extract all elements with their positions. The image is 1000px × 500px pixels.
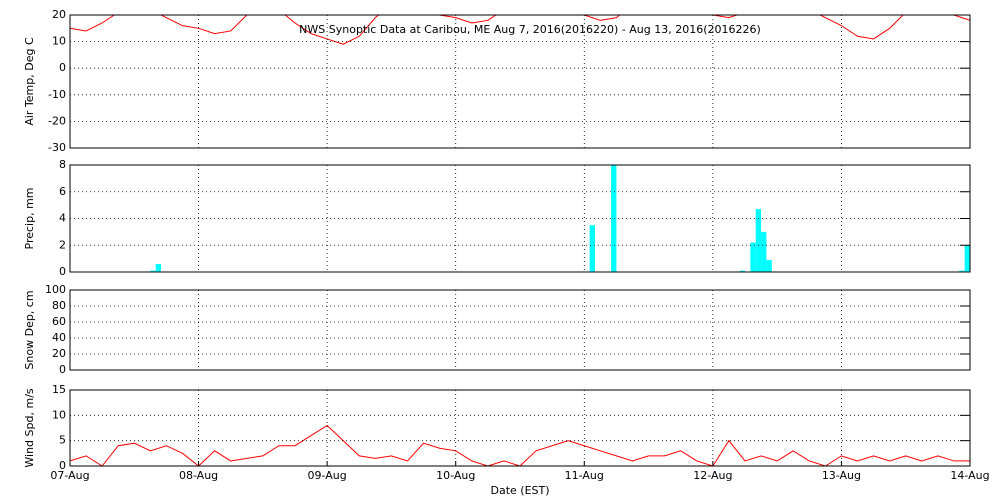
x-tick-label: 08-Aug xyxy=(179,469,218,482)
y-tick-label: 40 xyxy=(52,331,66,344)
y-tick-label: 10 xyxy=(52,408,66,421)
y-tick-label: 4 xyxy=(59,212,66,225)
y-tick-label: 10 xyxy=(52,35,66,48)
panel xyxy=(150,165,970,272)
x-tick-label: 09-Aug xyxy=(308,469,347,482)
y-tick-label: 5 xyxy=(59,434,66,447)
y-tick-label: 6 xyxy=(59,185,66,198)
x-tick-label: 14-Aug xyxy=(950,469,989,482)
chart-title: NWS Synoptic Data at Caribou, ME Aug 7, … xyxy=(299,23,761,36)
bar xyxy=(155,263,162,272)
x-tick-label: 11-Aug xyxy=(565,469,604,482)
plot-frame xyxy=(69,389,971,467)
y-tick-label: 0 xyxy=(59,459,66,472)
bar xyxy=(959,270,965,272)
y-tick-label: 60 xyxy=(52,315,66,328)
y-axis-label: Wind Spd, m/s xyxy=(23,388,36,468)
y-tick-label: 20 xyxy=(52,8,66,21)
bar xyxy=(611,165,617,272)
y-axis-label: Precip, mm xyxy=(23,188,36,250)
bar xyxy=(755,209,762,272)
line xyxy=(70,424,970,466)
bar xyxy=(761,231,767,272)
bar xyxy=(150,270,156,272)
plot-frame xyxy=(69,164,971,273)
y-tick-label: 2 xyxy=(59,238,66,251)
y-tick-label: 8 xyxy=(59,158,66,171)
y-tick-label: -10 xyxy=(48,88,66,101)
x-tick-label: 10-Aug xyxy=(436,469,475,482)
bar xyxy=(766,259,772,272)
y-tick-label: 20 xyxy=(52,347,66,360)
x-axis-label: Date (EST) xyxy=(490,484,549,497)
y-tick-label: -20 xyxy=(48,114,66,127)
x-tick-label: 12-Aug xyxy=(693,469,732,482)
y-tick-label: 0 xyxy=(59,61,66,74)
y-tick-label: 80 xyxy=(52,299,66,312)
y-tick-label: 0 xyxy=(59,265,66,278)
y-axis-label: Air Temp, Deg C xyxy=(23,37,36,126)
x-tick-label: 13-Aug xyxy=(822,469,861,482)
y-tick-label: 100 xyxy=(45,283,66,296)
plot-frame xyxy=(69,289,971,371)
y-axis-label: Snow Dep, cm xyxy=(23,290,36,369)
panel xyxy=(70,424,970,466)
x-tick-label: 07-Aug xyxy=(50,469,89,482)
y-tick-label: 0 xyxy=(59,363,66,376)
bar xyxy=(750,242,756,272)
bar xyxy=(739,270,745,272)
plot-frame xyxy=(69,14,971,149)
bar xyxy=(589,225,595,272)
y-tick-label: -30 xyxy=(48,141,66,154)
y-tick-label: 15 xyxy=(52,383,66,396)
bar xyxy=(964,245,970,272)
